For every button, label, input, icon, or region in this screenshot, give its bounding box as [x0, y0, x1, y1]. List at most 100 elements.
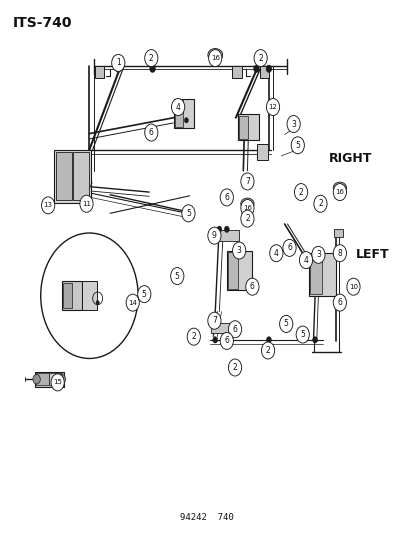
Text: 7: 7 — [211, 316, 216, 325]
Circle shape — [41, 197, 55, 214]
Circle shape — [208, 50, 221, 67]
Circle shape — [228, 359, 241, 376]
Circle shape — [80, 195, 93, 212]
Text: 5: 5 — [283, 319, 288, 328]
Circle shape — [312, 337, 317, 343]
Circle shape — [294, 183, 307, 200]
Circle shape — [332, 183, 346, 200]
Text: 11: 11 — [82, 201, 91, 207]
Circle shape — [279, 316, 292, 333]
Circle shape — [58, 374, 65, 384]
Circle shape — [207, 227, 221, 244]
Text: 7: 7 — [244, 177, 249, 186]
Bar — [309, 253, 335, 296]
Text: 5: 5 — [185, 209, 190, 218]
Text: 15: 15 — [53, 379, 62, 385]
Bar — [259, 66, 268, 78]
Circle shape — [266, 337, 271, 343]
Text: 9: 9 — [211, 231, 216, 240]
Circle shape — [149, 65, 155, 72]
Circle shape — [170, 268, 183, 285]
Circle shape — [313, 195, 326, 212]
Text: 16: 16 — [335, 189, 344, 195]
Text: 6: 6 — [149, 128, 153, 137]
Circle shape — [228, 321, 241, 338]
Circle shape — [138, 286, 150, 303]
Bar — [36, 373, 48, 385]
Text: 6: 6 — [224, 336, 229, 345]
Bar — [231, 66, 242, 78]
Bar — [81, 281, 97, 310]
Circle shape — [40, 233, 138, 359]
Polygon shape — [332, 182, 346, 193]
Bar — [54, 150, 90, 203]
Bar — [239, 116, 248, 139]
Circle shape — [240, 199, 254, 216]
Circle shape — [207, 312, 221, 329]
Text: LEFT: LEFT — [356, 248, 389, 261]
Circle shape — [282, 239, 295, 256]
Circle shape — [269, 245, 282, 262]
Text: 10: 10 — [348, 284, 357, 290]
Text: 94242  740: 94242 740 — [180, 513, 233, 522]
Circle shape — [295, 326, 309, 343]
Bar — [56, 152, 72, 200]
Bar — [211, 324, 233, 333]
Text: 13: 13 — [43, 203, 52, 208]
Circle shape — [245, 278, 259, 295]
Text: RIGHT: RIGHT — [328, 152, 371, 165]
Circle shape — [181, 205, 195, 222]
Text: 16: 16 — [210, 55, 219, 61]
Bar — [175, 100, 183, 127]
Text: 3: 3 — [315, 251, 320, 260]
Bar — [34, 372, 64, 386]
Circle shape — [187, 328, 200, 345]
Text: 5: 5 — [294, 141, 299, 150]
Circle shape — [290, 137, 304, 154]
Text: 2: 2 — [265, 346, 270, 355]
Bar — [333, 229, 342, 237]
Text: 12: 12 — [268, 104, 277, 110]
Bar — [63, 283, 71, 308]
Bar — [256, 144, 268, 160]
Bar — [173, 99, 193, 128]
Text: 5: 5 — [142, 289, 146, 298]
Circle shape — [220, 189, 233, 206]
Circle shape — [254, 50, 267, 67]
Text: 5: 5 — [174, 272, 179, 280]
Bar — [49, 373, 62, 385]
Circle shape — [145, 50, 157, 67]
Circle shape — [171, 99, 184, 116]
Bar — [215, 230, 239, 241]
Polygon shape — [240, 198, 254, 209]
Circle shape — [240, 173, 254, 190]
Circle shape — [126, 294, 139, 311]
Polygon shape — [211, 52, 219, 58]
Circle shape — [96, 301, 99, 305]
Text: 2: 2 — [244, 214, 249, 223]
Bar — [309, 255, 321, 294]
Bar — [73, 152, 88, 200]
Circle shape — [332, 294, 346, 311]
Bar — [237, 115, 259, 140]
Text: 2: 2 — [317, 199, 322, 208]
Text: 6: 6 — [286, 244, 291, 253]
Bar — [95, 66, 104, 78]
Circle shape — [240, 210, 254, 227]
Bar — [226, 251, 251, 290]
Circle shape — [145, 124, 157, 141]
Circle shape — [266, 65, 271, 72]
Circle shape — [332, 245, 346, 262]
Circle shape — [115, 65, 121, 72]
Circle shape — [212, 337, 217, 343]
Circle shape — [253, 65, 259, 72]
Text: 5: 5 — [299, 330, 304, 339]
Text: 4: 4 — [273, 249, 278, 258]
Circle shape — [286, 116, 299, 133]
Circle shape — [220, 333, 233, 350]
Text: 6: 6 — [232, 325, 237, 334]
Text: 2: 2 — [191, 332, 196, 341]
Text: 2: 2 — [149, 54, 153, 62]
Text: ITS-740: ITS-740 — [13, 15, 72, 29]
Circle shape — [51, 374, 64, 391]
